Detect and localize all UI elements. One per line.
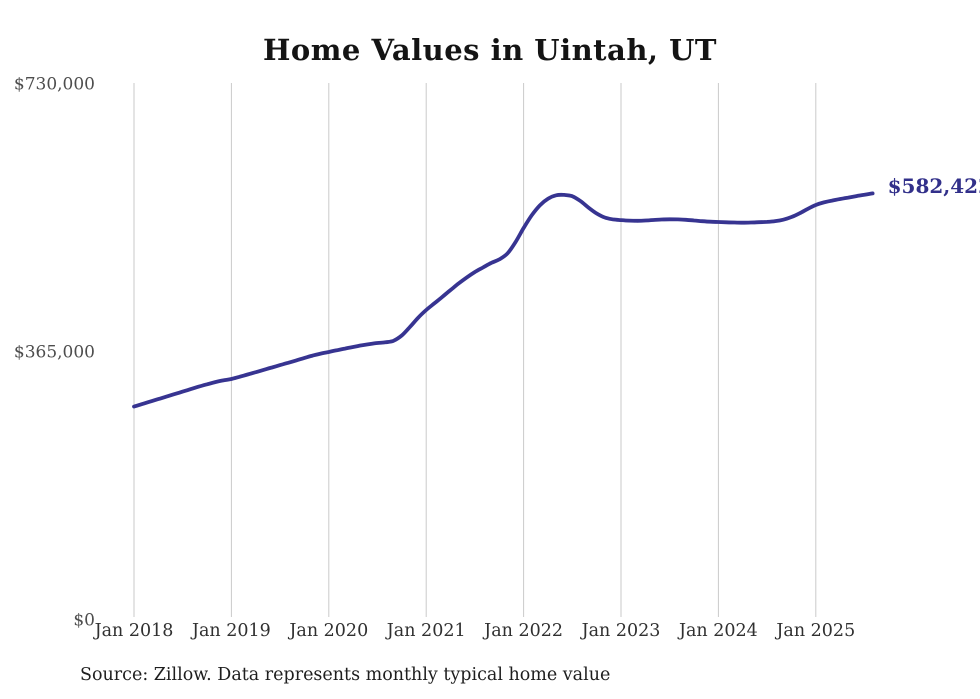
home-value-line xyxy=(132,191,875,409)
current-value-label: $582,422 xyxy=(887,174,980,199)
x-tick-label: Jan 2022 xyxy=(484,621,564,641)
x-tick-label: Jan 2018 xyxy=(94,621,174,641)
x-tick-label: Jan 2025 xyxy=(776,621,856,641)
x-tick-label: Jan 2021 xyxy=(386,621,466,641)
y-tick-label: $365,000 xyxy=(13,342,95,363)
x-tick-label: Jan 2019 xyxy=(191,621,271,641)
x-tick-label: Jan 2024 xyxy=(678,621,758,641)
y-tick-label: $730,000 xyxy=(13,74,95,95)
chart-title: Home Values in Uintah, UT xyxy=(263,33,717,67)
source-note: Source: Zillow. Data represents monthly … xyxy=(80,665,611,685)
y-tick-label: $0 xyxy=(73,610,95,631)
x-tick-label: Jan 2020 xyxy=(289,621,369,641)
x-tick-label: Jan 2023 xyxy=(581,621,661,641)
